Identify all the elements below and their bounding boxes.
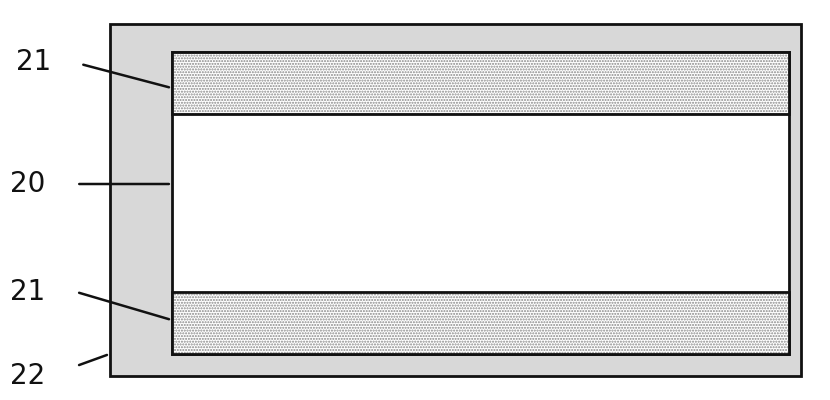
Bar — [172, 52, 788, 114]
Text: 22: 22 — [10, 362, 45, 390]
Bar — [172, 292, 788, 354]
Bar — [110, 24, 801, 376]
Text: 21: 21 — [10, 278, 45, 306]
Bar — [172, 292, 788, 354]
Text: 20: 20 — [10, 170, 45, 198]
Text: 21: 21 — [17, 48, 51, 76]
Bar — [172, 52, 788, 114]
Bar — [172, 52, 788, 114]
Bar — [172, 52, 788, 354]
Bar — [172, 292, 788, 354]
